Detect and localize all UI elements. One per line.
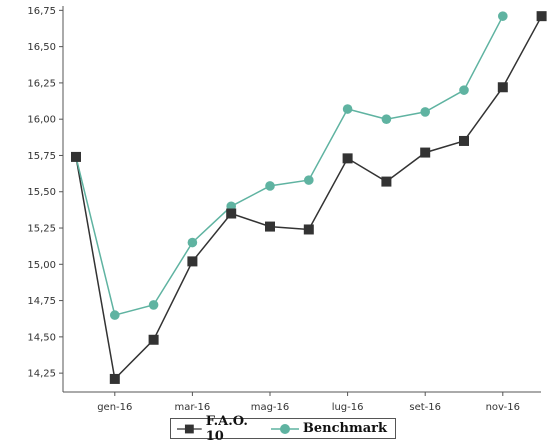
series-0-point	[536, 11, 547, 22]
series-1-point	[148, 300, 159, 310]
x-tick-label: mar-16	[175, 402, 211, 413]
x-tick-label: nov-16	[486, 402, 520, 413]
square-marker-icon	[177, 424, 202, 433]
series-1-point	[342, 104, 353, 114]
series-0-point	[148, 334, 159, 345]
series-1-point	[304, 175, 314, 185]
series-0-point	[187, 256, 198, 267]
series-1-point	[498, 11, 508, 21]
circle-marker-icon	[270, 423, 299, 434]
y-tick-label: 14,75	[27, 296, 56, 307]
series-0-point	[381, 176, 392, 187]
y-tick-label: 16,25	[27, 78, 56, 89]
series-0-point	[497, 82, 508, 93]
series-0-point	[303, 224, 314, 235]
series-0-point	[71, 151, 81, 162]
x-tick-label: gen-16	[97, 402, 132, 413]
series-0-point	[109, 373, 120, 384]
legend-item-fao10: F.A.O. 10	[177, 414, 263, 444]
x-axis: gen-16 mar-16 mag-16 lug-16 set-16 nov-16	[63, 391, 541, 413]
series-1-point	[459, 85, 469, 95]
y-tick-label: 15,75	[27, 151, 56, 162]
series-0-point	[342, 153, 353, 164]
y-tick-label: 14,25	[27, 369, 56, 380]
series-0-point	[265, 221, 275, 232]
x-tick-label: set-16	[409, 402, 441, 413]
y-tick-label: 16,75	[27, 6, 56, 17]
series-layer	[71, 11, 547, 384]
series-line-1	[75, 15, 504, 317]
y-tick-label: 14,50	[27, 332, 56, 343]
legend-label-fao10: F.A.O. 10	[205, 413, 248, 444]
y-tick-label: 15,25	[27, 224, 56, 235]
y-tick-label: 15,50	[27, 187, 56, 198]
series-1-point	[265, 181, 275, 191]
series-1-point	[420, 107, 431, 117]
legend: F.A.O. 10 Benchmark	[170, 414, 396, 444]
y-axis: 14,25 14,50 14,75 15,00 15,25 15,50 15,75 16,00…	[27, 6, 64, 392]
series-0-point	[420, 147, 431, 158]
y-tick-label: 15,00	[27, 260, 56, 271]
series-0-point	[226, 208, 237, 219]
x-tick-label: mag-16	[251, 402, 290, 413]
series-1-point	[381, 114, 392, 124]
series-1-point	[110, 310, 120, 320]
legend-label-benchmark: Benchmark	[302, 421, 387, 436]
series-1-point	[187, 237, 198, 248]
y-tick-label: 16,50	[27, 42, 56, 53]
y-tick-label: 16,00	[27, 115, 56, 126]
legend-item-benchmark: Benchmark	[270, 421, 387, 436]
x-tick-label: lug-16	[332, 402, 364, 413]
series-0-point	[459, 135, 469, 146]
series-line-0	[75, 15, 543, 381]
